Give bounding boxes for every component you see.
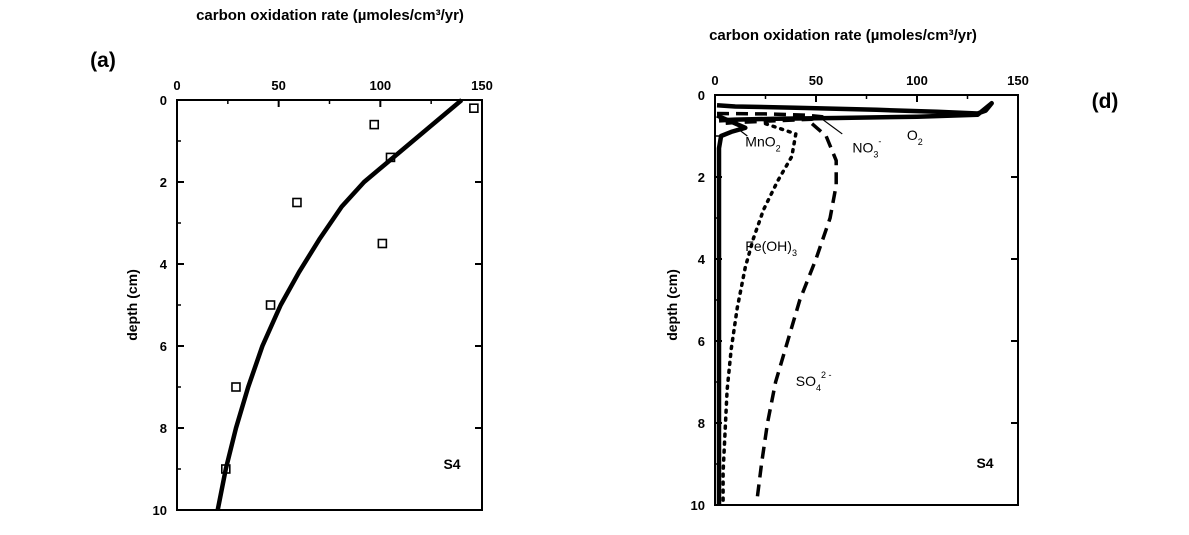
panel-d-title: carbon oxidation rate (µmoles/cm³/yr) xyxy=(709,27,977,44)
x-tick-label: 0 xyxy=(173,78,180,93)
series-label-sub: 4 xyxy=(816,383,821,393)
series-label: NO3- xyxy=(852,136,881,159)
panel-a-frame xyxy=(176,99,483,511)
y-tick-label: 6 xyxy=(698,334,705,349)
x-tick-label: 0 xyxy=(711,73,718,88)
y-tick-label: 4 xyxy=(160,257,168,272)
series-label: MnO2 xyxy=(745,133,780,153)
data-point-square xyxy=(292,197,302,208)
series-label-sub: 2 xyxy=(918,137,923,147)
series-line-2 xyxy=(716,113,748,505)
panel-a-yticks: 0 2 4 6 8 10 xyxy=(153,93,482,518)
x-tick-label: 50 xyxy=(809,73,823,88)
data-point-square xyxy=(231,382,241,392)
x-tick-label: 150 xyxy=(1007,73,1029,88)
series-label: SO42 - xyxy=(796,370,832,393)
series-label-sub: 2 xyxy=(776,143,781,153)
series-label-main: SO xyxy=(796,373,816,389)
label-leader-line xyxy=(738,129,748,137)
series-label: O2 xyxy=(907,127,923,147)
y-tick-label: 10 xyxy=(691,498,705,513)
panel-a-xticks: 0 50 100 150 xyxy=(173,78,493,107)
panel-d-frame xyxy=(714,94,1019,506)
series-label-main: NO xyxy=(852,139,873,155)
y-tick-label: 0 xyxy=(160,93,167,108)
y-tick-label: 6 xyxy=(160,339,167,354)
series-label-sub: 3 xyxy=(792,248,797,258)
panel-a-annotation: S4 xyxy=(443,456,460,472)
series-line-4 xyxy=(755,122,838,498)
series-line-0 xyxy=(716,100,994,123)
data-point-square xyxy=(469,103,479,113)
x-tick-label: 150 xyxy=(471,78,493,93)
panel-a-label: (a) xyxy=(90,49,116,72)
x-tick-label: 100 xyxy=(369,78,391,93)
series-line-3 xyxy=(721,121,798,507)
data-point-square xyxy=(265,300,276,310)
data-point-square xyxy=(369,119,380,130)
series-label-sup: - xyxy=(878,136,881,146)
fit-curve xyxy=(215,98,464,511)
y-tick-label: 0 xyxy=(698,88,705,103)
data-point-square xyxy=(377,238,388,249)
panel-a-title: carbon oxidation rate (µmoles/cm³/yr) xyxy=(196,7,464,24)
panel-d: carbon oxidation rate (µmoles/cm³/yr) (d… xyxy=(664,27,1118,513)
panel-d-plot xyxy=(716,100,994,507)
label-leader-line xyxy=(819,117,843,135)
series-label-sub: 3 xyxy=(873,149,878,159)
x-tick-label: 100 xyxy=(906,73,928,88)
panel-d-annotation: S4 xyxy=(976,455,993,471)
y-tick-label: 8 xyxy=(698,416,705,431)
panel-d-ylabel: depth (cm) xyxy=(664,269,680,341)
series-label: Fe(OH)3 xyxy=(745,238,797,258)
y-tick-label: 4 xyxy=(698,252,706,267)
panel-a-ylabel: depth (cm) xyxy=(124,269,140,341)
series-line-1 xyxy=(716,111,824,126)
series-label-main: Fe(OH) xyxy=(745,238,792,254)
series-label-main: MnO xyxy=(745,133,775,149)
panel-d-label: (d) xyxy=(1092,90,1119,113)
y-tick-label: 8 xyxy=(160,421,167,436)
y-tick-label: 10 xyxy=(153,503,167,518)
series-label-main: O xyxy=(907,127,918,143)
x-tick-label: 50 xyxy=(271,78,285,93)
panel-a-plot xyxy=(215,98,479,511)
panel-a: carbon oxidation rate (µmoles/cm³/yr) (a… xyxy=(90,7,493,518)
panel-d-xticks: 0 50 100 150 xyxy=(711,73,1029,102)
y-tick-label: 2 xyxy=(160,175,167,190)
y-tick-label: 2 xyxy=(698,170,705,185)
series-label-sup: 2 - xyxy=(821,370,832,380)
